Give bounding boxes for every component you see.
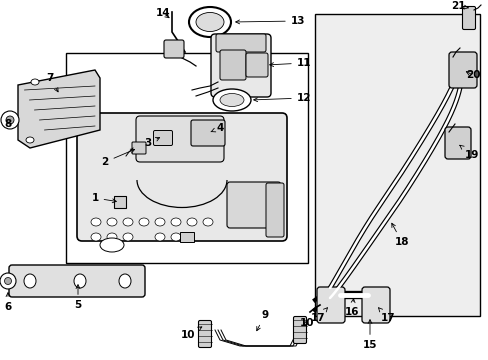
Ellipse shape: [107, 218, 117, 226]
Bar: [114, 196, 126, 208]
FancyBboxPatch shape: [210, 34, 270, 97]
Ellipse shape: [91, 233, 101, 241]
Ellipse shape: [213, 89, 250, 111]
Text: 17: 17: [378, 308, 394, 323]
FancyBboxPatch shape: [226, 182, 281, 228]
Ellipse shape: [139, 218, 149, 226]
FancyBboxPatch shape: [153, 130, 172, 145]
FancyBboxPatch shape: [77, 113, 286, 241]
Circle shape: [1, 111, 19, 129]
Text: 15: 15: [362, 320, 376, 350]
Text: 20: 20: [465, 70, 479, 80]
Ellipse shape: [196, 13, 224, 31]
Text: 14: 14: [155, 8, 170, 18]
Ellipse shape: [74, 274, 86, 288]
FancyBboxPatch shape: [245, 53, 267, 77]
Ellipse shape: [123, 233, 133, 241]
Ellipse shape: [220, 94, 244, 107]
Text: 6: 6: [4, 293, 12, 312]
FancyBboxPatch shape: [132, 142, 146, 154]
FancyBboxPatch shape: [216, 34, 265, 52]
Text: 3: 3: [144, 138, 159, 148]
Text: 8: 8: [4, 119, 12, 129]
Circle shape: [4, 278, 12, 284]
Text: 1: 1: [91, 193, 116, 203]
FancyBboxPatch shape: [462, 6, 474, 30]
Text: 18: 18: [391, 223, 408, 247]
Ellipse shape: [155, 218, 164, 226]
Text: 10: 10: [299, 318, 314, 328]
Text: 11: 11: [269, 58, 311, 68]
Circle shape: [6, 116, 14, 124]
FancyBboxPatch shape: [444, 127, 470, 159]
Ellipse shape: [26, 137, 34, 143]
Ellipse shape: [189, 7, 230, 37]
Ellipse shape: [119, 274, 131, 288]
Ellipse shape: [203, 218, 213, 226]
Ellipse shape: [171, 218, 181, 226]
Text: 19: 19: [459, 145, 478, 160]
Text: 7: 7: [46, 73, 58, 92]
FancyBboxPatch shape: [136, 116, 224, 162]
Text: 10: 10: [181, 327, 202, 340]
Bar: [314, 14, 479, 316]
Ellipse shape: [186, 218, 197, 226]
Bar: [66, 53, 307, 263]
Bar: [180, 232, 194, 242]
Text: 16: 16: [344, 299, 359, 317]
FancyBboxPatch shape: [9, 265, 145, 297]
Ellipse shape: [24, 274, 36, 288]
Circle shape: [0, 273, 16, 289]
FancyBboxPatch shape: [293, 316, 306, 343]
Ellipse shape: [100, 238, 124, 252]
FancyBboxPatch shape: [198, 320, 211, 347]
FancyBboxPatch shape: [361, 287, 389, 323]
Text: 4: 4: [210, 123, 223, 133]
Polygon shape: [18, 70, 100, 148]
Ellipse shape: [155, 233, 164, 241]
FancyBboxPatch shape: [265, 183, 284, 237]
Ellipse shape: [91, 218, 101, 226]
Ellipse shape: [107, 233, 117, 241]
FancyBboxPatch shape: [220, 50, 245, 80]
Ellipse shape: [171, 233, 181, 241]
Text: 5: 5: [74, 285, 81, 310]
Text: 13: 13: [235, 16, 305, 26]
Text: 2: 2: [101, 149, 134, 167]
Text: 21: 21: [450, 1, 468, 11]
Text: 12: 12: [253, 93, 311, 103]
FancyBboxPatch shape: [191, 120, 224, 146]
Ellipse shape: [31, 79, 39, 85]
FancyBboxPatch shape: [316, 287, 345, 323]
FancyBboxPatch shape: [163, 40, 183, 58]
Ellipse shape: [123, 218, 133, 226]
Text: 17: 17: [310, 308, 327, 323]
FancyBboxPatch shape: [448, 52, 476, 88]
Text: 9: 9: [256, 310, 268, 331]
